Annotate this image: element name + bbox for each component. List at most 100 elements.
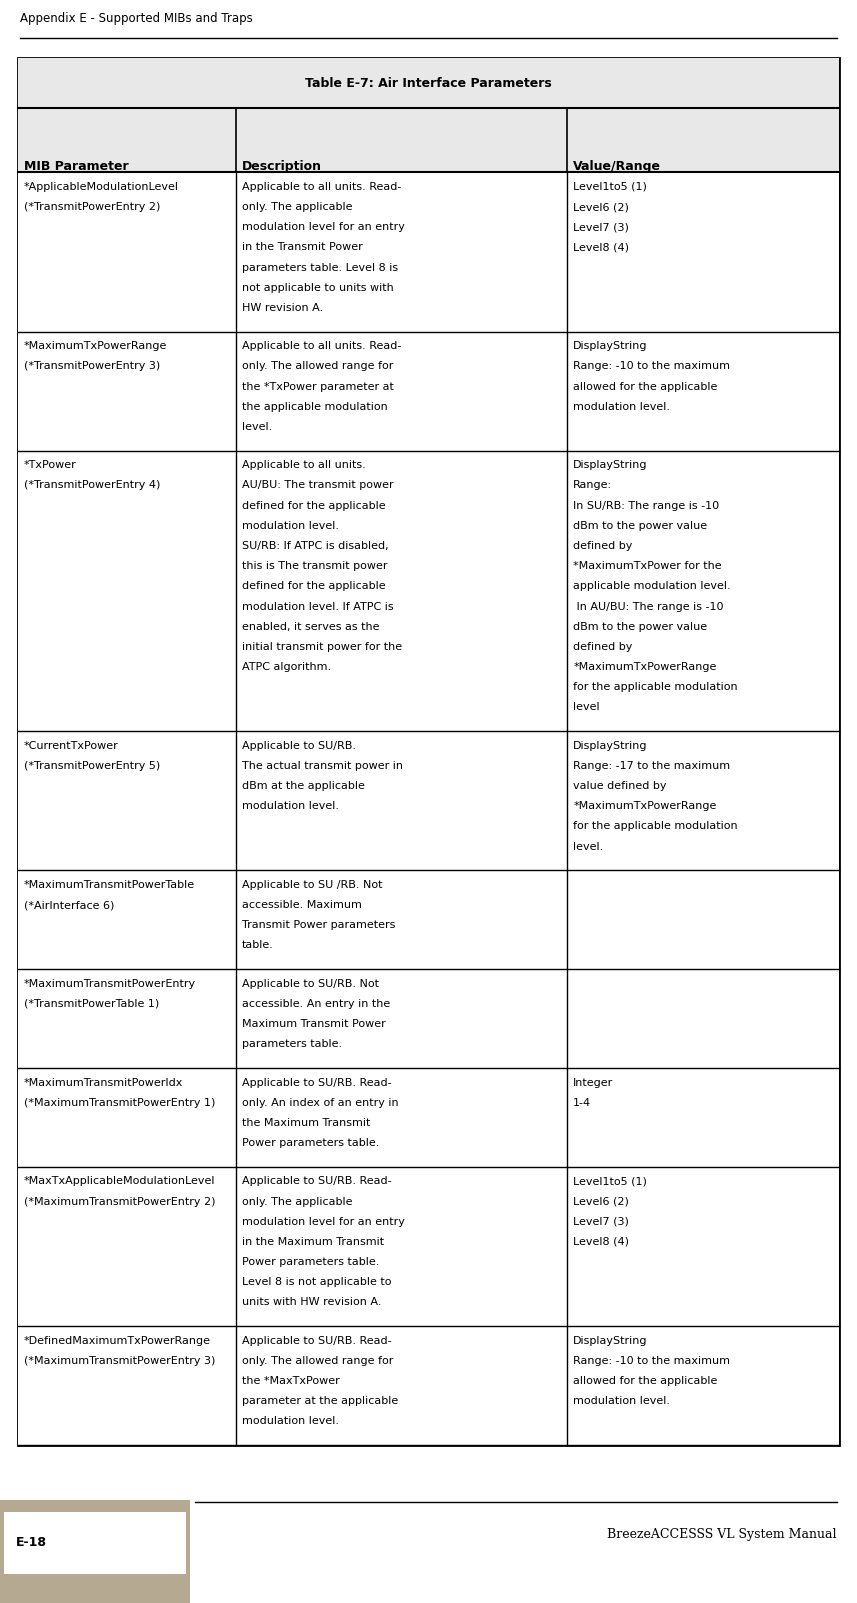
Text: Range:: Range: — [573, 481, 613, 491]
Text: MIB Parameter: MIB Parameter — [24, 160, 129, 173]
Text: defined for the applicable: defined for the applicable — [242, 582, 386, 592]
Text: DisplayString: DisplayString — [573, 1335, 648, 1347]
Text: Applicable to all units. Read-: Applicable to all units. Read- — [242, 341, 401, 351]
Text: level: level — [573, 702, 600, 712]
Text: parameters table.: parameters table. — [242, 1039, 342, 1050]
Text: level.: level. — [573, 842, 603, 851]
Text: modulation level for an entry: modulation level for an entry — [242, 223, 405, 232]
Text: modulation level.: modulation level. — [573, 1396, 670, 1406]
Text: defined by: defined by — [573, 641, 632, 652]
Text: for the applicable modulation: for the applicable modulation — [573, 683, 738, 692]
Text: Applicable to SU /RB. Not: Applicable to SU /RB. Not — [242, 880, 382, 890]
Text: Transmit Power parameters: Transmit Power parameters — [242, 920, 395, 930]
Text: In AU/BU: The range is -10: In AU/BU: The range is -10 — [573, 601, 724, 611]
Text: not applicable to units with: not applicable to units with — [242, 282, 393, 293]
Text: *MaximumTransmitPowerTable: *MaximumTransmitPowerTable — [24, 880, 195, 890]
Text: *MaximumTxPowerRange: *MaximumTxPowerRange — [573, 662, 716, 672]
Text: Level 8 is not applicable to: Level 8 is not applicable to — [242, 1278, 392, 1287]
Text: (*TransmitPowerEntry 2): (*TransmitPowerEntry 2) — [24, 202, 160, 212]
Text: ATPC algorithm.: ATPC algorithm. — [242, 662, 331, 672]
Text: 1-4: 1-4 — [573, 1098, 591, 1108]
Bar — [0, 1500, 190, 1603]
Text: *MaximumTransmitPowerIdx: *MaximumTransmitPowerIdx — [24, 1077, 183, 1087]
Text: DisplayString: DisplayString — [573, 460, 648, 470]
Text: level.: level. — [242, 422, 272, 431]
Text: DisplayString: DisplayString — [573, 341, 648, 351]
Text: Applicable to all units.: Applicable to all units. — [242, 460, 365, 470]
Bar — [18, 58, 839, 107]
Text: this is The transmit power: this is The transmit power — [242, 561, 387, 571]
Text: allowed for the applicable: allowed for the applicable — [573, 1375, 717, 1387]
Text: the *TxPower parameter at: the *TxPower parameter at — [242, 382, 393, 391]
Text: defined for the applicable: defined for the applicable — [242, 500, 386, 511]
Bar — [4, 1512, 186, 1574]
Text: parameter at the applicable: parameter at the applicable — [242, 1396, 398, 1406]
Text: the applicable modulation: the applicable modulation — [242, 402, 387, 412]
Text: *CurrentTxPower: *CurrentTxPower — [24, 741, 119, 750]
Text: only. The allowed range for: only. The allowed range for — [242, 361, 393, 372]
Text: Appendix E - Supported MIBs and Traps: Appendix E - Supported MIBs and Traps — [20, 11, 253, 26]
Text: only. The allowed range for: only. The allowed range for — [242, 1356, 393, 1366]
Bar — [18, 107, 839, 172]
Text: Level7 (3): Level7 (3) — [573, 223, 629, 232]
Bar — [18, 58, 839, 1444]
Bar — [18, 731, 839, 870]
Text: Level1to5 (1): Level1to5 (1) — [573, 181, 647, 192]
Text: accessible. An entry in the: accessible. An entry in the — [242, 999, 390, 1008]
Text: dBm to the power value: dBm to the power value — [573, 521, 707, 531]
Text: DisplayString: DisplayString — [573, 741, 648, 750]
Text: AU/BU: The transmit power: AU/BU: The transmit power — [242, 481, 393, 491]
Text: only. The applicable: only. The applicable — [242, 202, 352, 212]
Text: Level8 (4): Level8 (4) — [573, 1238, 629, 1247]
Text: dBm at the applicable: dBm at the applicable — [242, 781, 364, 790]
Text: *DefinedMaximumTxPowerRange: *DefinedMaximumTxPowerRange — [24, 1335, 211, 1347]
Text: Applicable to SU/RB. Read-: Applicable to SU/RB. Read- — [242, 1335, 392, 1347]
Text: dBm to the power value: dBm to the power value — [573, 622, 707, 632]
Text: Value/Range: Value/Range — [573, 160, 662, 173]
Text: the *MaxTxPower: the *MaxTxPower — [242, 1375, 339, 1387]
Text: Range: -10 to the maximum: Range: -10 to the maximum — [573, 361, 730, 372]
Text: (*MaximumTransmitPowerEntry 1): (*MaximumTransmitPowerEntry 1) — [24, 1098, 215, 1108]
Text: (*AirInterface 6): (*AirInterface 6) — [24, 899, 114, 911]
Text: Level6 (2): Level6 (2) — [573, 202, 629, 212]
Text: modulation level.: modulation level. — [242, 1417, 339, 1427]
Text: defined by: defined by — [573, 540, 632, 551]
Text: Applicable to all units. Read-: Applicable to all units. Read- — [242, 181, 401, 192]
Text: Power parameters table.: Power parameters table. — [242, 1257, 379, 1266]
Bar — [18, 332, 839, 450]
Text: Maximum Transmit Power: Maximum Transmit Power — [242, 1020, 386, 1029]
Text: Level6 (2): Level6 (2) — [573, 1196, 629, 1207]
Text: *MaxTxApplicableModulationLevel: *MaxTxApplicableModulationLevel — [24, 1177, 215, 1186]
Text: units with HW revision A.: units with HW revision A. — [242, 1297, 381, 1308]
Bar — [18, 450, 839, 731]
Bar — [18, 870, 839, 968]
Text: *MaximumTxPowerRange: *MaximumTxPowerRange — [573, 802, 716, 811]
Text: (*TransmitPowerTable 1): (*TransmitPowerTable 1) — [24, 999, 159, 1008]
Text: Applicable to SU/RB. Read-: Applicable to SU/RB. Read- — [242, 1077, 392, 1087]
Text: the Maximum Transmit: the Maximum Transmit — [242, 1117, 370, 1129]
Text: (*TransmitPowerEntry 3): (*TransmitPowerEntry 3) — [24, 361, 160, 372]
Text: parameters table. Level 8 is: parameters table. Level 8 is — [242, 263, 398, 273]
Text: *TxPower: *TxPower — [24, 460, 77, 470]
Text: in the Maximum Transmit: in the Maximum Transmit — [242, 1238, 384, 1247]
Text: The actual transmit power in: The actual transmit power in — [242, 761, 403, 771]
Text: *MaximumTxPower for the: *MaximumTxPower for the — [573, 561, 722, 571]
Text: *MaximumTransmitPowerEntry: *MaximumTransmitPowerEntry — [24, 979, 196, 989]
Text: enabled, it serves as the: enabled, it serves as the — [242, 622, 380, 632]
Text: (*TransmitPowerEntry 5): (*TransmitPowerEntry 5) — [24, 761, 160, 771]
Text: Level7 (3): Level7 (3) — [573, 1217, 629, 1226]
Text: only. An index of an entry in: only. An index of an entry in — [242, 1098, 399, 1108]
Text: (*MaximumTransmitPowerEntry 3): (*MaximumTransmitPowerEntry 3) — [24, 1356, 215, 1366]
Text: Range: -17 to the maximum: Range: -17 to the maximum — [573, 761, 730, 771]
Text: only. The applicable: only. The applicable — [242, 1196, 352, 1207]
Text: table.: table. — [242, 941, 273, 951]
Text: modulation level for an entry: modulation level for an entry — [242, 1217, 405, 1226]
Text: modulation level.: modulation level. — [242, 521, 339, 531]
Text: Power parameters table.: Power parameters table. — [242, 1138, 379, 1148]
Bar — [18, 1326, 839, 1444]
Text: Description: Description — [242, 160, 321, 173]
Text: (*MaximumTransmitPowerEntry 2): (*MaximumTransmitPowerEntry 2) — [24, 1196, 215, 1207]
Bar — [18, 968, 839, 1068]
Text: modulation level.: modulation level. — [573, 402, 670, 412]
Text: Integer: Integer — [573, 1077, 614, 1087]
